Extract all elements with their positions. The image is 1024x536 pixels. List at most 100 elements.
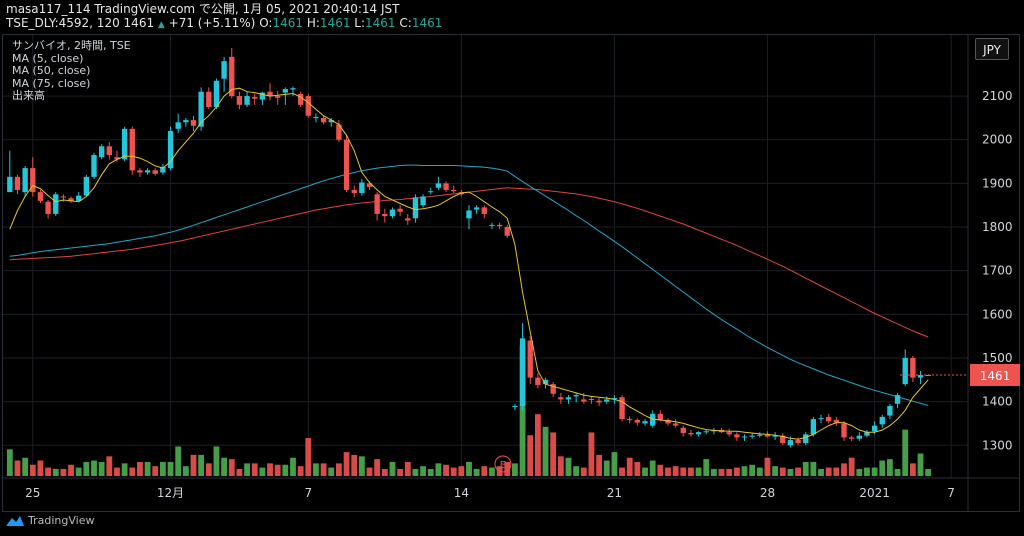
candle-body: [841, 423, 847, 438]
candle-body: [665, 419, 671, 424]
volume-bar: [274, 464, 281, 476]
volume-bar: [52, 468, 59, 476]
volume-bar: [909, 463, 916, 476]
volume-bar: [710, 468, 717, 476]
candle-body: [428, 191, 434, 193]
volume-bar: [573, 466, 580, 476]
candle-body: [68, 198, 74, 201]
candle-body: [274, 96, 281, 98]
tradingview-logo[interactable]: TradingView: [6, 514, 94, 527]
volume-bar: [198, 454, 205, 476]
volume-bar: [366, 467, 373, 476]
candle-body: [351, 189, 357, 193]
candle-body: [757, 434, 763, 436]
candle-body: [53, 194, 59, 214]
candle-body: [726, 432, 732, 435]
open-label: O:: [259, 16, 273, 30]
candle-body: [565, 397, 572, 400]
price-tick-label: 1600: [982, 307, 1013, 321]
candle-body: [267, 91, 273, 97]
volume-bar: [259, 467, 266, 476]
candle-body: [137, 170, 143, 173]
volume-bar: [381, 468, 388, 476]
volume-bar: [841, 463, 847, 476]
volume-bar: [787, 468, 794, 476]
volume-bar: [619, 467, 625, 476]
candle-body: [519, 338, 526, 406]
candle-body: [902, 357, 908, 385]
candle-body: [144, 170, 151, 173]
up-arrow-icon: ▲: [157, 20, 165, 30]
high-value: 1461: [319, 16, 351, 30]
legend-symbol[interactable]: サンバイオ, 2時間, TSE: [12, 39, 131, 52]
volume-bar: [733, 467, 740, 476]
volume-bar: [37, 460, 44, 476]
change-value: +71 (+5.11%): [168, 16, 256, 30]
legend-volume[interactable]: 出来高: [12, 89, 45, 102]
volume-bar: [534, 414, 541, 476]
legend-ma75[interactable]: MA (75, close): [12, 76, 91, 90]
candle-body: [848, 437, 855, 439]
low-label: L:: [354, 16, 366, 30]
volume-bar: [83, 461, 90, 476]
candle-body: [489, 224, 495, 226]
legend-ma5[interactable]: MA (5, close): [12, 51, 84, 65]
candle-body: [190, 120, 197, 126]
candle-body: [772, 435, 778, 437]
currency-button[interactable]: JPY: [975, 38, 1009, 60]
legend-ma50[interactable]: MA (50, close): [12, 64, 91, 77]
candle-body: [588, 399, 595, 401]
volume-bar: [802, 461, 809, 476]
candle-body: [611, 398, 618, 400]
candle-body: [657, 413, 664, 420]
candle-body: [703, 431, 709, 433]
candle-body: [297, 93, 304, 105]
candle-body: [229, 56, 235, 97]
volume-bar: [550, 432, 557, 476]
candle-body: [512, 405, 518, 407]
price-tick-label: 1500: [982, 351, 1013, 365]
time-tick-label: 2021: [859, 486, 890, 500]
volume-bar: [481, 466, 488, 476]
volume-bar: [244, 463, 250, 476]
volume-bar: [290, 457, 296, 476]
volume-bar: [779, 467, 786, 476]
symbol-label: TSE_DLY:4592, 120: [6, 16, 120, 30]
volume-bar: [810, 461, 817, 476]
candle-body: [871, 425, 878, 432]
volume-bar: [228, 459, 235, 476]
candle-body: [91, 155, 97, 177]
volume-bar: [626, 457, 633, 476]
candle-body: [98, 146, 105, 158]
volume-bar: [404, 461, 411, 476]
volume-bar: [680, 467, 687, 476]
volume-bar: [114, 467, 120, 476]
earnings-marker-label: E: [500, 460, 506, 471]
volume-bar: [557, 456, 564, 476]
candle-body: [764, 434, 771, 437]
volume-bar: [450, 467, 457, 476]
candle-body: [535, 377, 541, 386]
volume-bar: [688, 467, 694, 476]
volume-bar: [611, 452, 618, 476]
candle-body: [412, 197, 419, 219]
candle-body: [596, 400, 602, 403]
candle-body: [175, 122, 181, 129]
candle-body: [810, 419, 817, 435]
volume-bar: [282, 464, 289, 476]
price-tick-label: 1300: [982, 438, 1013, 452]
candle-body: [473, 207, 480, 210]
candle-body: [672, 423, 679, 426]
candle-body: [504, 227, 510, 236]
candle-body: [680, 427, 686, 434]
publish-info: masa117_114 TradingView.com で公開, 1月 05, …: [6, 2, 400, 16]
time-tick-label: 7: [947, 486, 955, 500]
candle-body: [917, 374, 924, 378]
volume-bar: [603, 460, 610, 476]
time-tick-label: 21: [607, 486, 622, 500]
time-tick-label: 14: [454, 486, 469, 500]
candle-body: [803, 434, 809, 444]
volume-bar: [98, 461, 105, 476]
candle-body: [328, 120, 334, 123]
